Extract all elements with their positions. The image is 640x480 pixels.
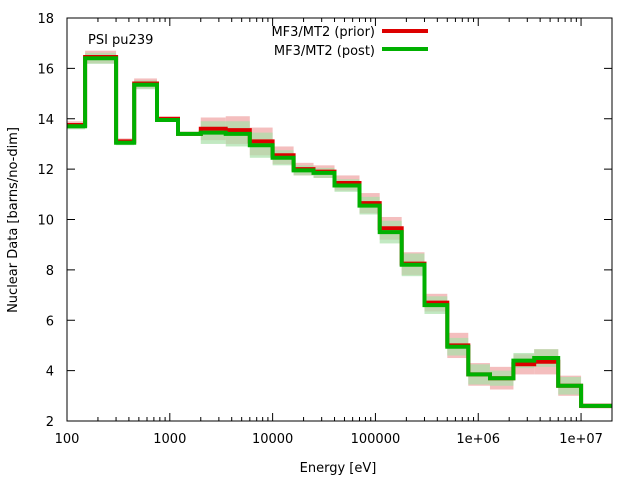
y-tick-label-7: 16 xyxy=(37,62,54,77)
x-tick-label-0: 100 xyxy=(55,432,80,447)
chart-title: PSI pu239 xyxy=(88,33,153,48)
x-tick-label-5: 1e+07 xyxy=(559,432,603,447)
x-axis-label: Energy [eV] xyxy=(300,461,377,476)
y-tick-label-2: 6 xyxy=(46,314,54,329)
axes: 2 4 6 8 10 12 14 16 18 100 1000 10000 100000 1e+06 1e+… xyxy=(37,12,613,447)
y-tick-label-6: 14 xyxy=(37,113,54,128)
x-tick-label-4: 1e+06 xyxy=(456,432,500,447)
legend-label-post: MF3/MT2 (post) xyxy=(274,44,375,59)
y-tick-label-8: 18 xyxy=(37,12,54,27)
y-tick-label-3: 8 xyxy=(46,264,54,279)
series-line-post xyxy=(67,56,612,408)
y-tick-label-0: 2 xyxy=(46,415,54,430)
x-tick-label-2: 10000 xyxy=(252,432,293,447)
y-axis-label: Nuclear Data [barns/no-dim] xyxy=(6,127,21,313)
x-tick-label-3: 100000 xyxy=(351,432,401,447)
y-tick-label-5: 12 xyxy=(37,163,54,178)
x-tick-label-1: 1000 xyxy=(153,432,186,447)
series-lines xyxy=(67,55,612,408)
y-tick-label-1: 4 xyxy=(46,365,54,380)
legend: MF3/MT2 (prior) MF3/MT2 (post) xyxy=(271,25,428,59)
legend-label-prior: MF3/MT2 (prior) xyxy=(271,25,375,40)
y-tick-label-4: 10 xyxy=(37,214,54,229)
